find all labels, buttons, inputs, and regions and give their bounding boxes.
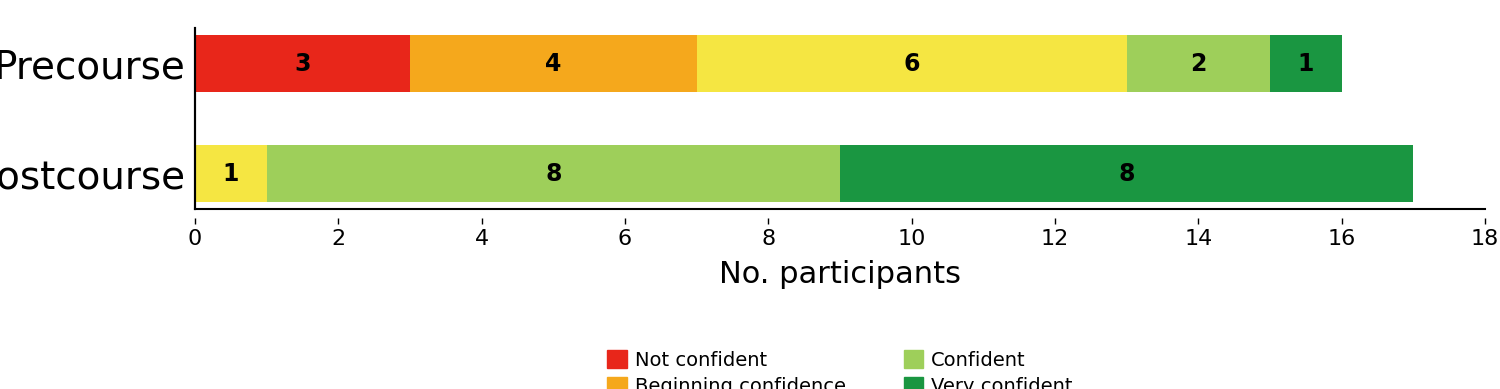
- Text: 2: 2: [1190, 52, 1206, 75]
- Text: 6: 6: [903, 52, 920, 75]
- Legend: Not confident, Beginning confidence, Somewhat confident, Confident, Very confide: Not confident, Beginning confidence, Som…: [600, 343, 1080, 389]
- Text: 1: 1: [222, 162, 238, 186]
- Bar: [696, 35, 1126, 92]
- Text: 8: 8: [1119, 162, 1136, 186]
- Bar: [267, 145, 840, 202]
- X-axis label: No. participants: No. participants: [718, 260, 962, 289]
- Text: 1: 1: [1298, 52, 1314, 75]
- Text: 8: 8: [544, 162, 561, 186]
- Bar: [195, 145, 267, 202]
- Bar: [1126, 35, 1270, 92]
- Bar: [1270, 35, 1341, 92]
- Bar: [195, 35, 410, 92]
- Bar: [410, 35, 696, 92]
- Text: 4: 4: [544, 52, 561, 75]
- Text: 3: 3: [294, 52, 310, 75]
- Bar: [840, 145, 1413, 202]
